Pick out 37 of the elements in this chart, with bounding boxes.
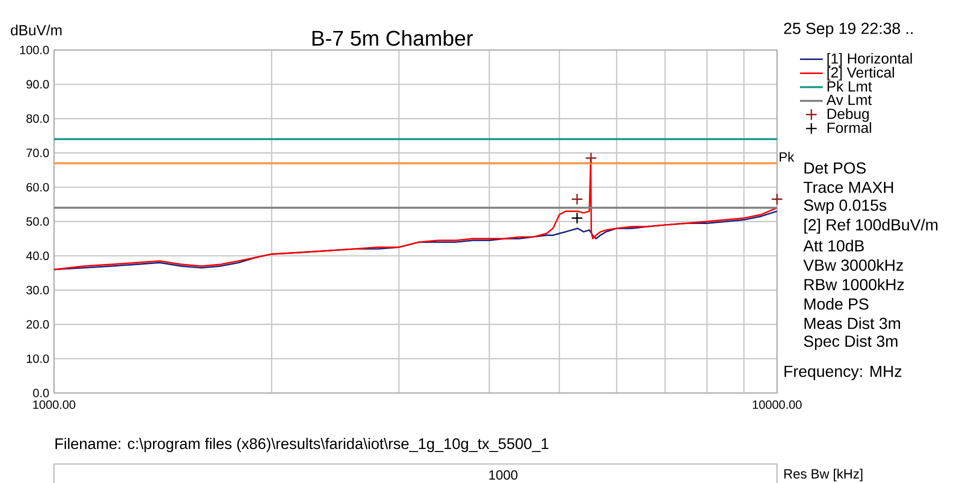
text: Swp 0.015s	[804, 200, 886, 214]
legend-label: Debug	[828, 108, 869, 122]
y-tick-label: 10.0	[26, 354, 49, 363]
y-tick-label: 40.0	[26, 252, 49, 260]
legend-label: Av Lmt	[826, 94, 872, 106]
x-axis-title: Frequency: MHz	[784, 366, 902, 380]
text: Filename: c:\program files (x86)\results\farida\iot\rse_1g_10g_tx_5500_1	[56, 438, 548, 452]
y-tick-label: 70.0	[26, 148, 49, 158]
text: Mode PS	[804, 298, 868, 310]
x-tick-label: 1000.00	[33, 400, 76, 409]
y-tick-label: 100.0	[20, 46, 49, 54]
annotation: Pk	[780, 152, 794, 162]
text: Spec Dist 3m	[804, 335, 898, 350]
y-tick-label: 50.0	[26, 217, 49, 226]
y-tick-label: 0.0	[33, 388, 49, 398]
y-tick-label: 30.0	[26, 286, 49, 294]
y-tick-label: 20.0	[26, 320, 49, 329]
legend-label: [1] Horizontal	[827, 52, 912, 67]
legend-label: Formal	[828, 122, 872, 133]
text: Trace MAXH	[804, 182, 893, 193]
text: RBw 1000kHz	[804, 278, 904, 290]
x-tick-label: 10000.00	[752, 400, 802, 409]
legend-label: Pk Lmt	[828, 80, 872, 92]
text: Meas Dist 3m	[804, 317, 900, 330]
chart-title: B-7 5m Chamber	[312, 30, 473, 46]
text: Det POS	[804, 162, 866, 174]
y-axis-title: dBuV/m	[10, 24, 62, 36]
text: 1000	[489, 470, 518, 480]
text: VBw 3000kHz	[803, 259, 903, 271]
text: [2] Ref 100dBuV/m	[804, 218, 938, 234]
text: 25 Sep 19 22:38 ..	[784, 22, 913, 38]
y-tick-label: 80.0	[26, 114, 49, 123]
text: Res Bw [kHz]	[784, 468, 862, 482]
y-tick-label: 60.0	[26, 182, 49, 192]
y-tick-label: 90.0	[26, 80, 49, 89]
legend-label: [2] Vertical	[827, 66, 894, 81]
text: Att 10dB	[803, 240, 864, 252]
